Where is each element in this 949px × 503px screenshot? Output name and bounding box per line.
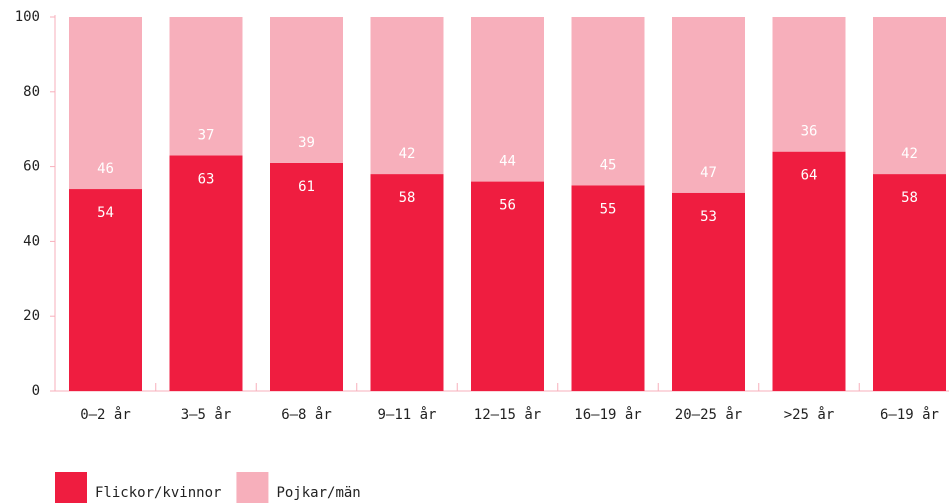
value-label: 64: [801, 168, 818, 184]
y-tick-label: 80: [23, 84, 40, 100]
x-tick-label: >25 år: [784, 406, 835, 423]
y-tick-label: 0: [32, 383, 40, 399]
x-tick-label: 9–11 år: [377, 406, 436, 423]
value-label: 36: [801, 124, 818, 140]
value-label: 46: [97, 161, 114, 177]
value-label: 55: [600, 201, 617, 217]
bar-segment: [571, 185, 645, 391]
bar-segment: [370, 174, 444, 391]
y-tick-label: 100: [15, 9, 40, 25]
x-tick-label: 20–25 år: [675, 406, 742, 423]
bar-segment: [873, 17, 946, 175]
x-tick-label: 3–5 år: [181, 406, 232, 423]
value-label: 44: [499, 154, 516, 170]
y-tick-label: 60: [23, 159, 40, 175]
x-tick-label: 16–19 år: [574, 406, 641, 423]
value-label: 63: [198, 171, 215, 187]
x-tick-label: 12–15 år: [474, 406, 541, 423]
bar-segment: [169, 17, 243, 156]
value-label: 45: [600, 157, 617, 173]
x-tick-label: 6–19 år: [880, 406, 939, 423]
bar-segment: [471, 17, 544, 182]
bar-segment: [672, 192, 745, 391]
value-label: 54: [97, 205, 114, 221]
bar-segment: [370, 17, 444, 175]
bar-segment: [772, 17, 846, 152]
y-tick-label: 20: [23, 308, 40, 324]
value-label: 42: [399, 146, 416, 162]
legend-label: Flickor/kvinnor: [95, 485, 221, 501]
value-label: 58: [901, 190, 918, 206]
bar-segment: [169, 155, 243, 391]
value-label: 39: [298, 135, 315, 151]
bar-segment: [471, 181, 544, 391]
bar-segment: [873, 174, 946, 391]
legend-label: Pojkar/män: [276, 485, 360, 501]
bar-segment: [672, 17, 745, 193]
value-label: 61: [298, 179, 315, 195]
bar-segment: [270, 17, 343, 163]
value-label: 58: [399, 190, 416, 206]
value-label: 37: [198, 127, 215, 143]
bar-segment: [69, 189, 142, 391]
legend-swatch: [55, 472, 87, 503]
y-tick-label: 40: [23, 233, 40, 249]
bar-segment: [772, 151, 846, 391]
bar-segment: [69, 17, 142, 190]
bar-segment: [270, 162, 343, 391]
x-tick-label: 6–8 år: [281, 406, 332, 423]
bar-segment: [571, 17, 645, 186]
value-label: 53: [700, 209, 717, 225]
value-label: 56: [499, 198, 516, 214]
value-label: 42: [901, 146, 918, 162]
value-label: 47: [700, 165, 717, 181]
legend-swatch: [236, 472, 269, 503]
x-tick-label: 0–2 år: [80, 406, 131, 423]
